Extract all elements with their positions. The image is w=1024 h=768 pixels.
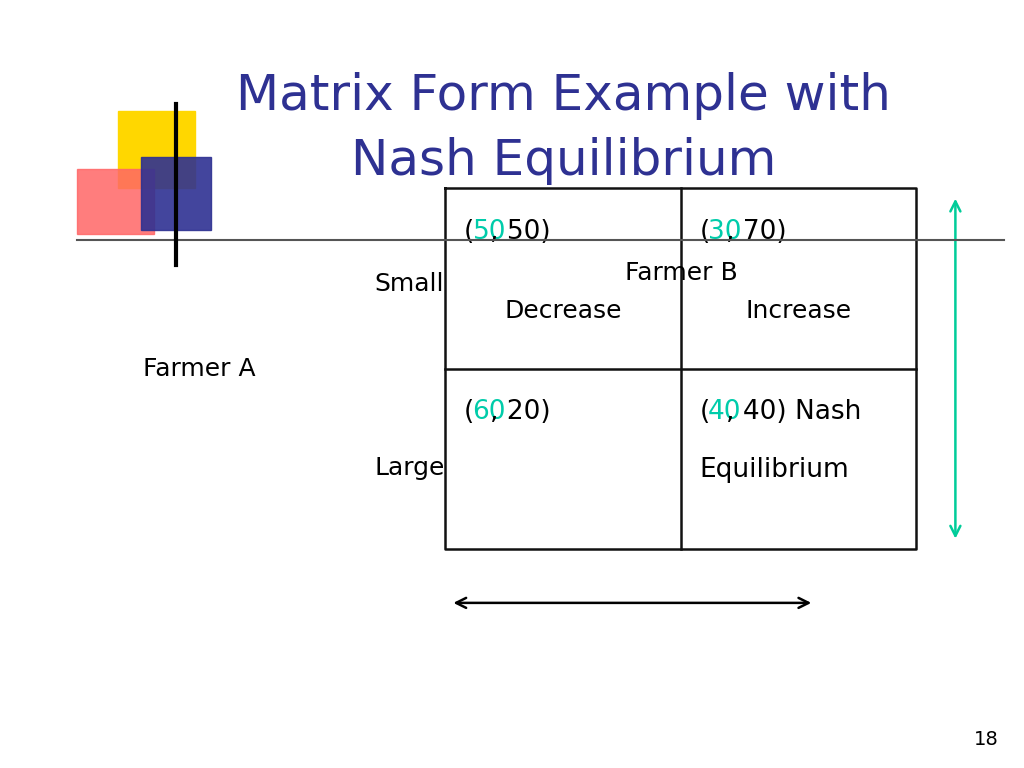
Text: 30: 30 (709, 219, 741, 245)
Text: Equilibrium: Equilibrium (699, 457, 849, 483)
Text: (: ( (464, 399, 474, 425)
Text: Nash Equilibrium: Nash Equilibrium (350, 137, 776, 185)
Bar (141, 157, 211, 230)
Text: 50: 50 (473, 219, 506, 245)
Text: 18: 18 (974, 730, 998, 749)
Text: 40: 40 (709, 399, 741, 425)
Text: Increase: Increase (745, 299, 852, 323)
Text: 60: 60 (473, 399, 506, 425)
Text: Matrix Form Example with: Matrix Form Example with (236, 72, 891, 120)
Bar (77, 169, 154, 234)
Text: , 40) Nash: , 40) Nash (725, 399, 861, 425)
Text: , 20): , 20) (490, 399, 551, 425)
Text: Farmer B: Farmer B (625, 260, 737, 285)
Text: , 50): , 50) (490, 219, 551, 245)
Text: Large: Large (375, 456, 444, 481)
Text: Farmer A: Farmer A (143, 356, 256, 381)
Text: Small: Small (375, 272, 444, 296)
Text: (: ( (699, 399, 710, 425)
Text: Decrease: Decrease (505, 299, 622, 323)
Bar (118, 111, 195, 188)
Text: (: ( (464, 219, 474, 245)
Text: , 70): , 70) (725, 219, 786, 245)
Text: (: ( (699, 219, 710, 245)
